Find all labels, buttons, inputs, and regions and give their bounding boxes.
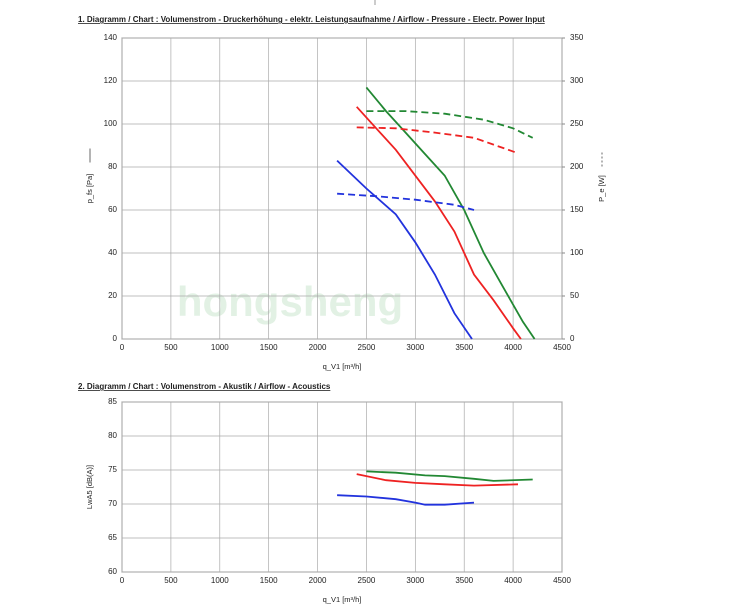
y-axis-label: LwA5 [dB(A)] [85, 465, 94, 509]
y-tick-label: 100 [104, 119, 118, 128]
y-tick-label: 60 [108, 567, 117, 576]
x-tick-label: 2500 [358, 576, 376, 585]
x-axis-label: q_V1 [m³/h] [323, 362, 362, 371]
y-tick-label: 120 [104, 76, 118, 85]
x-tick-label: 1000 [211, 576, 229, 585]
chart-title: 2. Diagramm / Chart : Volumenstrom - Aku… [78, 382, 331, 391]
x-axis-label: q_V1 [m³/h] [323, 595, 362, 604]
x-tick-label: 3500 [455, 343, 473, 352]
x-tick-label: 1000 [211, 343, 229, 352]
y-tick-label: 40 [108, 248, 117, 257]
x-tick-label: 1500 [260, 576, 278, 585]
x-tick-label: 0 [120, 576, 125, 585]
y2-tick-label: 50 [570, 291, 579, 300]
data-line [356, 473, 519, 487]
y-tick-label: 20 [108, 291, 117, 300]
y-tick-label: 0 [113, 334, 118, 343]
y-tick-label: 80 [108, 162, 117, 171]
y2-tick-label: 350 [570, 33, 584, 42]
y-tick-label: 60 [108, 205, 117, 214]
x-tick-label: 2500 [358, 343, 376, 352]
data-line [337, 192, 475, 211]
y2-tick-label: 250 [570, 119, 584, 128]
x-tick-label: 3000 [406, 343, 424, 352]
y2-tick-label: 200 [570, 162, 584, 171]
x-tick-label: 2000 [309, 576, 327, 585]
y-tick-label: 85 [108, 397, 117, 406]
x-tick-label: 4500 [553, 343, 571, 352]
data-line [366, 470, 533, 482]
x-tick-label: 4000 [504, 343, 522, 352]
plot-area [121, 401, 563, 573]
y-tick-label: 70 [108, 499, 117, 508]
y2-tick-label: 300 [570, 76, 584, 85]
x-tick-label: 2000 [309, 343, 327, 352]
y-tick-label: 65 [108, 533, 117, 542]
data-line [356, 106, 522, 340]
y-tick-label: 140 [104, 33, 118, 42]
x-tick-label: 500 [164, 576, 178, 585]
y-axis-label: p_fs [Pa] [85, 174, 94, 204]
data-line [356, 126, 519, 155]
chart-title: 1. Diagramm / Chart : Volumenstrom - Dru… [78, 15, 545, 24]
y2-tick-label: 150 [570, 205, 584, 214]
x-tick-label: 3500 [455, 576, 473, 585]
x-tick-label: 1500 [260, 343, 278, 352]
x-tick-label: 4000 [504, 576, 522, 585]
data-line [337, 494, 475, 506]
x-tick-label: 4500 [553, 576, 571, 585]
y2-axis-label: P_e [W] [597, 175, 606, 202]
watermark: hongsheng [177, 278, 403, 325]
x-tick-label: 3000 [406, 576, 424, 585]
y2-tick-label: 100 [570, 248, 584, 257]
x-tick-label: 0 [120, 343, 125, 352]
y2-tick-label: 0 [570, 334, 575, 343]
y-tick-label: 80 [108, 431, 117, 440]
data-line [336, 159, 473, 340]
data-line [365, 86, 536, 340]
y-tick-label: 75 [108, 465, 117, 474]
x-tick-label: 500 [164, 343, 178, 352]
